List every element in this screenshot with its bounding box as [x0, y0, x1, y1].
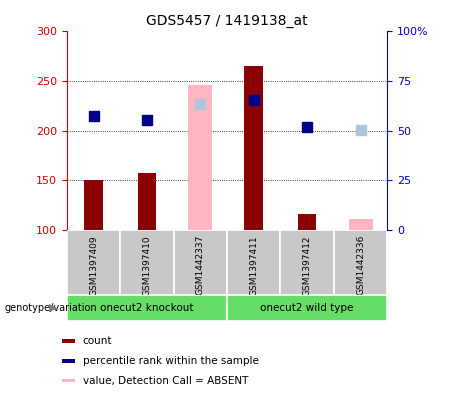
Bar	[227, 295, 387, 321]
Text: GSM1442337: GSM1442337	[196, 235, 205, 296]
Text: ▶: ▶	[49, 303, 58, 313]
Text: GSM1397411: GSM1397411	[249, 235, 258, 296]
Bar	[227, 230, 280, 295]
Text: GSM1397412: GSM1397412	[302, 235, 312, 296]
Text: count: count	[83, 336, 112, 346]
Bar	[334, 230, 387, 295]
Point	[90, 113, 97, 119]
Text: percentile rank within the sample: percentile rank within the sample	[83, 356, 259, 366]
Text: onecut2 wild type: onecut2 wild type	[260, 303, 354, 313]
Bar	[174, 230, 227, 295]
Text: GSM1397410: GSM1397410	[142, 235, 152, 296]
Text: genotype/variation: genotype/variation	[5, 303, 97, 313]
Text: GSM1397409: GSM1397409	[89, 235, 98, 296]
Bar	[62, 339, 75, 343]
Bar	[349, 219, 372, 230]
Text: onecut2 knockout: onecut2 knockout	[100, 303, 194, 313]
Bar	[67, 230, 120, 295]
Point	[143, 117, 151, 123]
Bar	[298, 214, 317, 230]
Bar	[62, 359, 75, 363]
Bar	[120, 230, 174, 295]
Point	[303, 123, 311, 130]
Title: GDS5457 / 1419138_at: GDS5457 / 1419138_at	[146, 14, 308, 28]
Bar	[280, 230, 334, 295]
Point	[250, 97, 257, 103]
Bar	[189, 85, 213, 230]
Point	[197, 101, 204, 107]
Bar	[62, 378, 75, 382]
Bar	[137, 173, 156, 230]
Bar	[67, 295, 227, 321]
Text: value, Detection Call = ABSENT: value, Detection Call = ABSENT	[83, 376, 248, 386]
Point	[357, 127, 364, 133]
Bar	[84, 180, 103, 230]
Text: GSM1442336: GSM1442336	[356, 235, 365, 296]
Bar	[244, 66, 263, 230]
